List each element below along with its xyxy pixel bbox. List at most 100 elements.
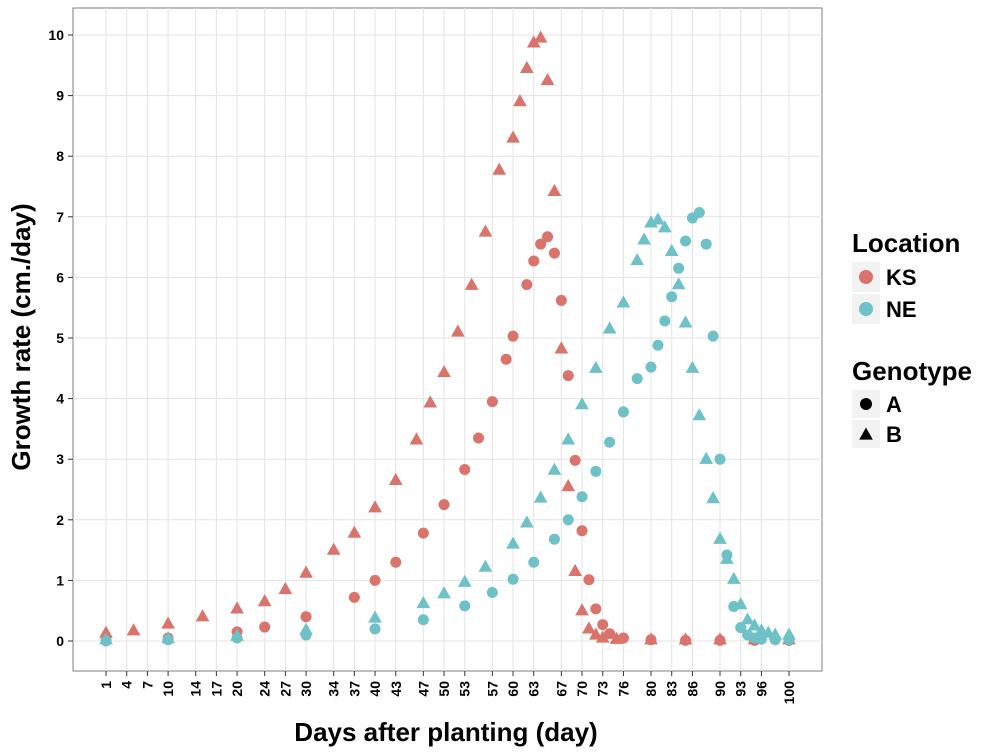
data-point-triangle	[464, 277, 479, 290]
x-tick-label: 53	[457, 681, 473, 697]
x-tick-label: 30	[298, 681, 314, 697]
data-point-circle	[645, 361, 657, 373]
x-tick-label: 40	[367, 681, 383, 697]
data-point-circle	[735, 622, 747, 634]
data-point-triangle	[768, 627, 783, 640]
data-point-circle	[555, 294, 567, 306]
data-point-triangle	[699, 451, 714, 464]
data-point-circle	[604, 628, 616, 640]
data-point-triangle	[713, 632, 727, 645]
data-point-circle	[507, 330, 519, 342]
data-point-circle	[535, 238, 547, 250]
legend-swatch-circle	[859, 302, 873, 316]
legend-swatch-triangle	[859, 427, 873, 440]
data-point-triangle	[506, 536, 520, 549]
legend-title-location: Location	[852, 228, 960, 258]
data-point-triangle	[589, 627, 603, 640]
data-point-circle	[569, 454, 581, 466]
x-tick-label: 100	[781, 681, 797, 705]
data-point-triangle	[506, 130, 520, 143]
data-point-circle	[486, 396, 498, 408]
data-point-triangle	[230, 628, 244, 641]
x-tick-label: 1	[98, 681, 114, 689]
x-tick-label: 60	[505, 681, 521, 697]
data-point-triangle	[161, 631, 175, 644]
data-point-circle	[521, 279, 533, 291]
data-point-circle	[700, 238, 712, 250]
data-point-triangle	[637, 232, 651, 245]
data-point-circle	[666, 291, 678, 303]
data-point-triangle	[547, 462, 562, 475]
data-point-triangle	[720, 551, 734, 564]
data-point-circle	[507, 573, 519, 585]
data-point-triangle	[457, 574, 472, 587]
x-tick-label: 76	[615, 681, 631, 697]
data-point-circle	[617, 406, 629, 418]
data-point-circle	[659, 315, 671, 327]
data-point-triangle	[230, 601, 244, 614]
x-tick-label: 20	[229, 681, 245, 697]
data-point-triangle	[568, 563, 582, 576]
data-point-triangle	[347, 525, 362, 538]
x-tick-label: 86	[684, 681, 700, 697]
data-point-circle	[673, 262, 685, 274]
x-tick-label: 43	[388, 681, 404, 697]
x-tick-label: 14	[188, 681, 204, 697]
data-point-circle	[693, 207, 705, 219]
data-point-circle	[562, 514, 574, 526]
data-point-circle	[417, 614, 429, 626]
legend-title-genotype: Genotype	[852, 356, 972, 386]
legend-label-ne: NE	[886, 297, 917, 322]
data-point-triangle	[533, 490, 548, 503]
data-point-triangle	[644, 215, 658, 228]
data-point-triangle	[451, 324, 465, 337]
legend: Location KS NE Genotype AB	[852, 228, 972, 448]
data-point-circle	[438, 499, 450, 511]
data-point-triangle	[368, 610, 382, 623]
data-point-triangle	[678, 632, 693, 645]
data-point-circle	[417, 527, 429, 539]
data-point-circle	[590, 465, 602, 477]
data-point-circle	[459, 464, 471, 476]
data-point-circle	[548, 533, 560, 545]
x-tick-label: 50	[436, 681, 452, 697]
x-tick-label: 17	[208, 681, 224, 697]
x-tick-label: 34	[326, 681, 342, 697]
data-point-triangle	[678, 315, 693, 328]
data-point-triangle	[782, 627, 796, 640]
data-point-circle	[597, 619, 609, 631]
data-point-triangle	[99, 625, 113, 638]
data-point-triangle	[533, 30, 548, 43]
legend-label-b: B	[886, 422, 902, 447]
data-point-triangle	[575, 397, 589, 410]
x-tick-label: 7	[139, 681, 155, 689]
data-point-circle	[528, 255, 540, 267]
y-tick-label: 10	[48, 27, 64, 43]
y-tick-label: 2	[56, 512, 64, 528]
data-point-circle	[562, 370, 574, 382]
x-tick-label: 93	[733, 681, 749, 697]
x-tick-label: 83	[664, 681, 680, 697]
data-point-triangle	[540, 72, 555, 86]
data-point-circle	[583, 574, 595, 586]
data-point-triangle	[161, 616, 175, 629]
data-point-circle	[631, 373, 643, 385]
data-point-circle	[259, 621, 271, 633]
data-point-triangle	[706, 491, 720, 504]
data-point-triangle	[747, 618, 762, 631]
data-point-triangle	[492, 162, 507, 175]
data-point-circle	[300, 611, 312, 623]
x-tick-label: 70	[574, 681, 590, 697]
y-tick-label: 1	[56, 572, 64, 588]
data-point-triangle	[595, 630, 610, 643]
data-point-triangle	[423, 395, 438, 408]
data-point-triangle	[526, 35, 541, 48]
data-point-circle	[390, 556, 402, 568]
data-point-circle	[652, 339, 664, 351]
legend-swatch-circle	[860, 398, 872, 410]
plot-panel	[72, 7, 823, 672]
x-tick-label: 96	[753, 681, 769, 697]
data-point-triangle	[616, 295, 631, 308]
data-point-triangle	[257, 594, 272, 607]
